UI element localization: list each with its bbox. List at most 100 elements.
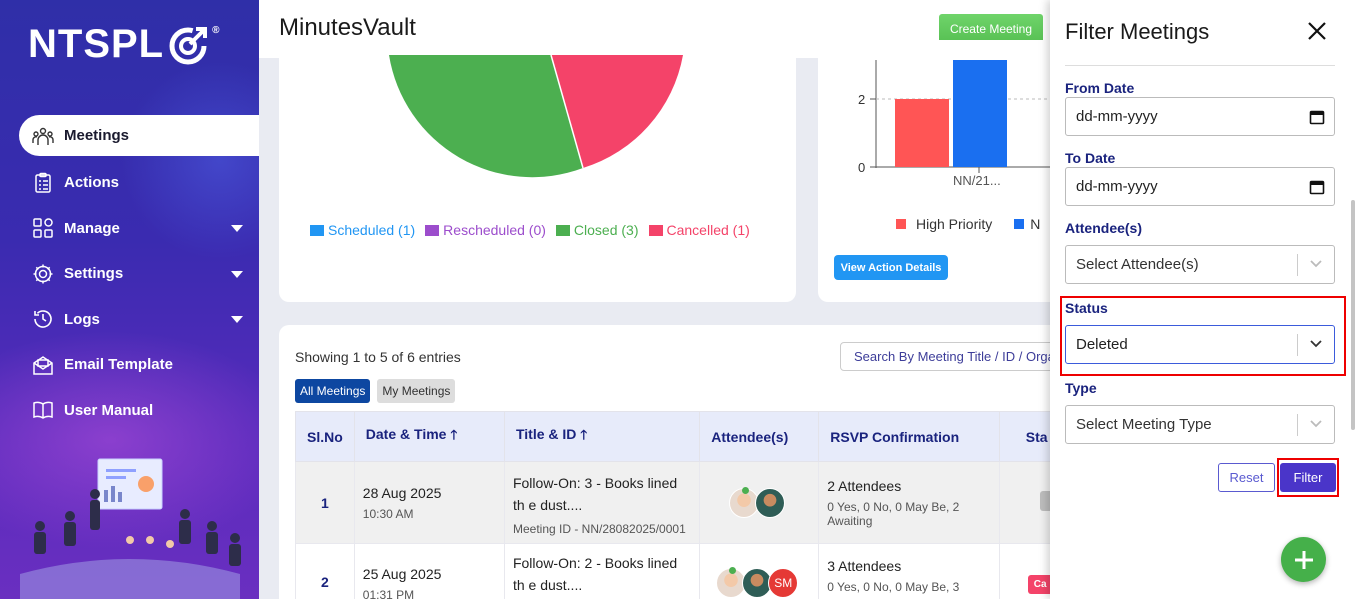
from-date-label: From Date [1065,80,1135,96]
chevron-down-icon [231,270,243,278]
meetings-table: Sl.No Date & Time 🡑 Title & ID 🡑 Attendee(… [295,411,1079,599]
sidebar-item-user-manual[interactable]: User Manual [0,388,259,434]
calendar-icon[interactable] [1309,179,1325,195]
panel-scrollbar[interactable] [1351,200,1355,430]
sidebar-item-email-template[interactable]: Email Template [0,342,259,388]
meetings-icon [32,125,54,147]
bar-normal-priority [953,60,1007,167]
sort-arrow-icon: 🡑 [450,426,458,442]
legend-swatch [1014,219,1025,229]
sidebar-item-label: Manage [64,219,120,237]
column-title-id[interactable]: Title & ID 🡑 [503,411,701,462]
column-attendees[interactable]: Attendee(s) [699,411,820,462]
tab-my-meetings[interactable]: My Meetings [377,379,456,403]
row-sl-no: 2 [295,543,355,599]
status-badge: Ca [1027,575,1053,594]
avatar[interactable] [742,568,773,598]
reset-button[interactable]: Reset [1218,463,1275,492]
history-icon [32,308,54,330]
search-input[interactable]: Search By Meeting Title / ID / Orga [840,342,1079,371]
sidebar: NTSPL ® Meetings Actions Manage [0,0,259,599]
y-tick-label: 2 [858,92,865,107]
filter-meetings-panel: Filter Meetings From Date dd-mm-yyyy To … [1050,0,1355,599]
from-date-input[interactable]: dd-mm-yyyy [1065,97,1335,136]
close-icon[interactable] [1306,20,1328,42]
legend-high-priority[interactable]: High Priority [916,216,993,232]
to-date-input[interactable]: dd-mm-yyyy [1065,167,1335,206]
book-icon [32,399,54,421]
entries-count: Showing 1 to 5 of 6 entries [295,349,461,365]
column-rsvp[interactable]: RSVP Confirmation [818,411,1000,462]
pie-legend: Scheduled (1) Rescheduled (0) Closed (3)… [310,222,760,238]
legend-rescheduled[interactable]: Rescheduled (0) [425,222,546,238]
sidebar-nav: Meetings Actions Manage Settings [0,115,259,433]
x-tick-label: NN/21... [953,173,1001,188]
attendees-select[interactable]: Select Attendee(s) [1065,245,1335,284]
bar-legend: High Priority N [896,216,1040,232]
sidebar-item-meetings[interactable]: Meetings [19,115,259,156]
filter-button[interactable]: Filter [1280,463,1336,492]
row-rsvp: 3 Attendees 0 Yes, 0 No, 0 May Be, 3 [818,543,1000,599]
status-select[interactable]: Deleted [1065,325,1335,364]
meeting-tabs: All Meetings My Meetings [295,379,462,403]
clipboard-icon [32,172,54,194]
to-date-label: To Date [1065,150,1116,166]
row-title[interactable]: Follow-On: 3 - Books lined th e dust....… [503,461,701,544]
sidebar-item-settings[interactable]: Settings [0,251,259,297]
plus-icon [1294,550,1313,569]
logo-mark-icon [169,26,208,64]
legend-swatch [648,224,663,236]
status-label: Status [1065,300,1108,316]
avatar[interactable] [729,486,760,518]
legend-swatch [310,224,324,236]
sidebar-item-label: Settings [64,265,124,283]
row-title[interactable]: Follow-On: 2 - Books lined th e dust.... [503,543,701,599]
chevron-down-icon [1310,340,1322,348]
panel-title: Filter Meetings [1065,19,1210,44]
sidebar-item-label: Logs [64,310,100,328]
bar-chart: 2 0 NN/21... [858,60,1068,188]
pie-slice-closed [389,55,583,178]
sidebar-item-label: User Manual [64,401,154,419]
row-date-time: 28 Aug 2025 10:30 AM [353,461,505,544]
table-row[interactable]: 1 28 Aug 2025 10:30 AM Follow-On: 3 - Boo… [295,461,1079,544]
legend-cancelled[interactable]: Cancelled (1) [648,222,750,238]
page-title: MinutesVault [279,14,416,41]
brand-logo[interactable]: NTSPL ® [28,22,221,67]
legend-scheduled[interactable]: Scheduled (1) [310,222,415,238]
action-priority-chart-card: 2 0 NN/21... High Priority N View Action… [818,40,1068,302]
row-rsvp: 2 Attendees 0 Yes, 0 No, 0 May Be, 2 Awai… [818,461,1000,544]
meeting-type-select[interactable]: Select Meeting Type [1065,405,1335,444]
legend-normal-priority[interactable]: N [1030,216,1041,232]
meeting-illustration [20,458,241,599]
legend-swatch [555,224,570,236]
online-indicator [742,486,750,494]
y-tick-label: 0 [858,160,865,175]
add-meeting-button[interactable] [1281,537,1326,582]
select-separator [1297,254,1298,276]
row-date-time: 25 Aug 2025 01:31 PM [353,543,505,599]
sidebar-item-logs[interactable]: Logs [0,297,259,343]
avatar[interactable] [755,487,786,518]
calendar-icon[interactable] [1309,109,1325,125]
avatar[interactable] [716,567,747,598]
column-date-time[interactable]: Date & Time 🡑 [353,411,505,462]
sidebar-glow [0,330,259,550]
sidebar-item-label: Email Template [64,356,173,374]
avatar[interactable]: SM [768,568,799,598]
grid-icon [32,217,54,239]
view-action-details-button[interactable]: View Action Details [834,255,948,280]
table-row[interactable]: 2 25 Aug 2025 01:31 PM Follow-On: 2 - Boo… [295,543,1079,599]
create-meeting-button[interactable]: Create Meeting [939,14,1043,43]
select-separator [1297,334,1298,356]
sidebar-item-actions[interactable]: Actions [0,160,259,206]
meetings-table-card: Showing 1 to 5 of 6 entries Search By Me… [279,325,1079,599]
sidebar-item-manage[interactable]: Manage [0,206,259,252]
pie-chart [389,54,683,178]
pie-slice-cancelled [551,55,683,168]
registered-mark: ® [212,25,221,36]
column-sl-no[interactable]: Sl.No [295,411,355,462]
tab-all-meetings[interactable]: All Meetings [295,379,371,403]
legend-swatch [425,224,440,236]
legend-closed[interactable]: Closed (3) [555,222,639,238]
